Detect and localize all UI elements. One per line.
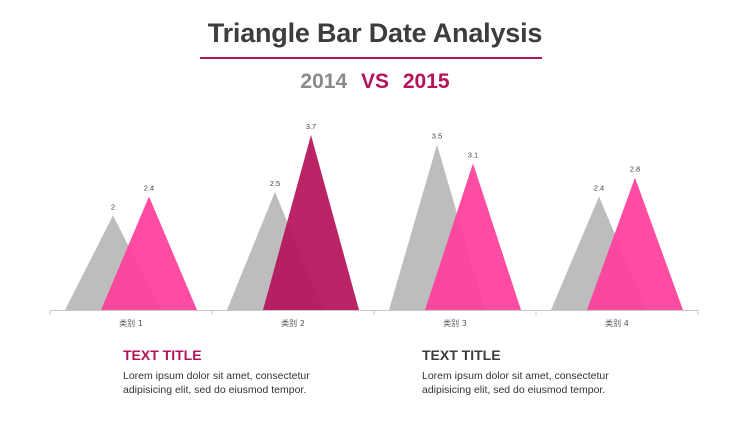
text-block-right-line1: Lorem ipsum dolor sit amet, consectetur bbox=[422, 370, 609, 382]
category-label-1: 类别 1 bbox=[119, 318, 143, 328]
text-block-left-title: TEXT TITLE bbox=[123, 347, 202, 363]
triangle-2015-cat3 bbox=[425, 163, 521, 310]
triangles-layer bbox=[65, 135, 683, 310]
value-label-2014-cat2: 2.5 bbox=[270, 179, 280, 188]
year-comparison: 2014 VS 2015 bbox=[0, 70, 750, 94]
category-label-3: 类别 3 bbox=[443, 318, 467, 328]
value-label-2015-cat2: 3.7 bbox=[306, 122, 316, 131]
text-block-right-title: TEXT TITLE bbox=[422, 347, 501, 363]
text-block-left-line2: adipisicing elit, sed do eiusmod tempor. bbox=[123, 384, 307, 396]
year-b-label: 2015 bbox=[402, 70, 450, 93]
category-label-4: 类别 4 bbox=[605, 318, 629, 328]
text-block-left: TEXT TITLE Lorem ipsum dolor sit amet, c… bbox=[123, 347, 383, 397]
value-label-2014-cat3: 3.5 bbox=[432, 131, 442, 140]
category-label-2: 类别 2 bbox=[281, 318, 305, 328]
value-label-2015-cat3: 3.1 bbox=[468, 150, 478, 159]
triangle-2015-cat4 bbox=[587, 177, 683, 310]
vs-label: VS bbox=[360, 70, 389, 93]
value-label-2014-cat4: 2.4 bbox=[594, 183, 604, 192]
triangle-2015-cat1 bbox=[101, 196, 197, 310]
value-label-2015-cat1: 2.4 bbox=[144, 183, 154, 192]
value-label-2014-cat1: 2 bbox=[111, 202, 115, 211]
triangle-bar-chart: 2 2.4 类别 1 2.5 3.7 类别 2 3.5 3.1 类别 3 2.4 2.8 类别 4 bbox=[49, 122, 699, 328]
text-block-left-body: Lorem ipsum dolor sit amet, consectetur … bbox=[123, 369, 383, 397]
text-block-right-line2: adipisicing elit, sed do eiusmod tempor. bbox=[422, 384, 606, 396]
year-a-label: 2014 bbox=[300, 70, 348, 93]
triangle-2015-cat2 bbox=[263, 135, 359, 310]
text-block-right-body: Lorem ipsum dolor sit amet, consectetur … bbox=[422, 369, 682, 397]
axis-layer bbox=[49, 310, 699, 315]
text-block-left-line1: Lorem ipsum dolor sit amet, consectetur bbox=[123, 370, 310, 382]
labels-layer: 2 2.4 类别 1 2.5 3.7 类别 2 3.5 3.1 类别 3 2.4 2.8 类别 4 bbox=[111, 122, 640, 328]
title-underline bbox=[200, 57, 542, 59]
text-block-right: TEXT TITLE Lorem ipsum dolor sit amet, c… bbox=[422, 347, 682, 397]
chart-title: Triangle Bar Date Analysis bbox=[207, 18, 543, 48]
value-label-2015-cat4: 2.8 bbox=[630, 165, 640, 174]
